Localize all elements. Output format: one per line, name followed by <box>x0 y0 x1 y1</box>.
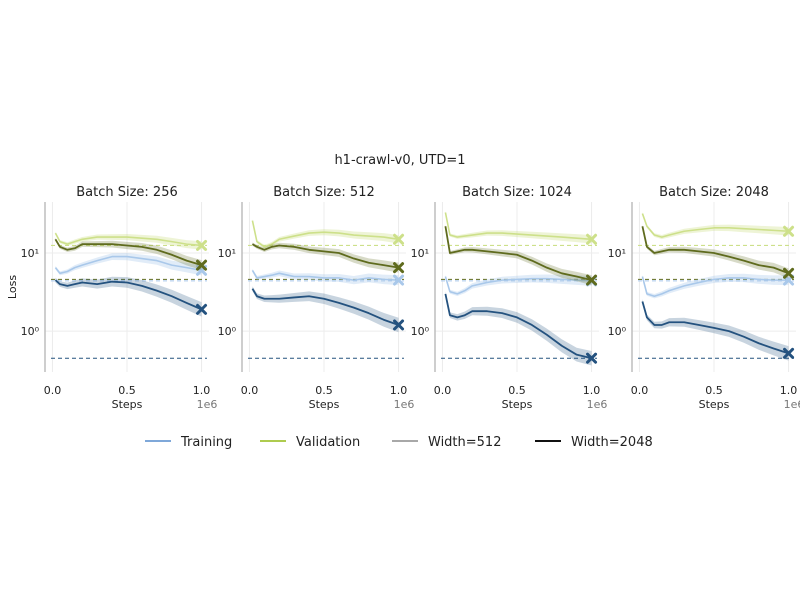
line-train_512 <box>444 276 592 295</box>
x-tick-label: 0.5 <box>315 384 333 397</box>
panel-1: Batch Size: 256 10⁰ 10¹ 0.0 0.5 1.0 Steps 1e6 Lo… <box>6 185 217 411</box>
panel-3: Batch Size: 1024 10⁰ 10¹ 0.0 0.5 1.0 Steps 1e6 <box>411 185 608 411</box>
band-train_512 <box>642 273 789 299</box>
x-offset-label: 1e6 <box>587 398 608 411</box>
legend: Training Validation Width=512 Width=2048 <box>145 435 653 450</box>
band-train_2048 <box>642 299 789 361</box>
x-tick-label: 0.5 <box>508 384 526 397</box>
x-offset-label: 1e6 <box>394 398 415 411</box>
end-marker-train_512 <box>393 274 405 286</box>
line-val_2048 <box>444 226 592 281</box>
legend-item-2: Validation <box>260 435 360 450</box>
band-val_512 <box>55 231 202 250</box>
end-marker-val_512 <box>393 233 405 245</box>
y-tick-label: 10⁰ <box>21 325 40 338</box>
band-train_2048 <box>55 276 202 317</box>
x-tick-label: 0.0 <box>434 384 452 397</box>
x-axis-label: Steps <box>502 398 533 411</box>
end-marker-val_512 <box>783 225 795 237</box>
end-marker-val_2048 <box>783 267 795 279</box>
band-val_512 <box>445 211 592 244</box>
end-marker-val_512 <box>586 233 598 245</box>
line-val_512 <box>54 232 202 247</box>
legend-item-4: Width=2048 <box>535 435 653 450</box>
band-val_2048 <box>252 242 399 273</box>
y-tick-label: 10¹ <box>21 247 39 260</box>
end-marker-val_2048 <box>393 262 405 274</box>
line-train_512 <box>641 276 789 298</box>
panel-title: Batch Size: 256 <box>76 185 178 200</box>
x-tick-label: 1.0 <box>583 384 601 397</box>
end-marker-train_2048 <box>393 319 405 331</box>
y-tick-label: 10¹ <box>608 247 626 260</box>
line-train_2048 <box>54 279 202 311</box>
panel-2: Batch Size: 512 10⁰ 10¹ 0.0 0.5 1.0 Steps 1e6 <box>218 185 415 411</box>
x-offset-label: 1e6 <box>197 398 218 411</box>
line-val_512 <box>444 212 592 241</box>
legend-label: Width=2048 <box>571 435 653 450</box>
band-val_2048 <box>55 237 202 271</box>
panels: Batch Size: 256 10⁰ 10¹ 0.0 0.5 1.0 Steps 1e6 Lo… <box>6 185 800 411</box>
band-train_512 <box>252 268 399 286</box>
panel-4: Batch Size: 2048 10⁰ 10¹ 0.0 0.5 1.0 Steps 1e6 <box>608 185 800 411</box>
x-tick-label: 0.5 <box>118 384 136 397</box>
line-train_512 <box>251 269 399 281</box>
line-val_2048 <box>54 238 202 266</box>
band-val_2048 <box>642 224 789 279</box>
y-tick-label: 10⁰ <box>608 325 627 338</box>
panel-title: Batch Size: 512 <box>273 185 375 200</box>
x-tick-label: 0.0 <box>631 384 649 397</box>
y-tick-label: 10¹ <box>411 247 429 260</box>
legend-label: Training <box>180 435 232 450</box>
band-train_2048 <box>445 291 592 366</box>
panel-title: Batch Size: 1024 <box>462 185 572 200</box>
y-tick-label: 10⁰ <box>411 325 430 338</box>
band-val_512 <box>642 212 789 240</box>
y-tick-label: 10⁰ <box>218 325 237 338</box>
legend-item-1: Training <box>145 435 232 450</box>
legend-label: Width=512 <box>428 435 501 450</box>
x-axis-label: Steps <box>112 398 143 411</box>
x-axis-label: Steps <box>309 398 340 411</box>
line-train_512 <box>54 255 202 275</box>
band-val_512 <box>252 219 399 249</box>
legend-item-3: Width=512 <box>392 435 501 450</box>
figure-title: h1-crawl-v0, UTD=1 <box>334 153 465 168</box>
line-val_512 <box>641 213 789 238</box>
line-val_2048 <box>641 226 789 275</box>
end-marker-val_2048 <box>586 274 598 286</box>
end-marker-train_2048 <box>196 303 208 315</box>
legend-label: Validation <box>296 435 360 450</box>
line-train_2048 <box>251 288 399 326</box>
line-train_2048 <box>444 293 592 360</box>
band-train_2048 <box>252 286 399 333</box>
end-marker-train_2048 <box>783 347 795 359</box>
x-tick-label: 0.0 <box>241 384 259 397</box>
band-train_512 <box>445 274 592 297</box>
x-tick-label: 1.0 <box>390 384 408 397</box>
x-tick-label: 1.0 <box>780 384 798 397</box>
line-train_2048 <box>641 301 789 355</box>
panel-title: Batch Size: 2048 <box>659 185 769 200</box>
end-marker-train_2048 <box>586 352 598 364</box>
y-axis-label: Loss <box>6 275 19 299</box>
line-val_2048 <box>251 243 399 269</box>
x-axis-label: Steps <box>699 398 730 411</box>
x-tick-label: 1.0 <box>193 384 211 397</box>
line-val_512 <box>251 220 399 248</box>
end-marker-val_2048 <box>196 259 208 271</box>
y-tick-label: 10¹ <box>218 247 236 260</box>
x-tick-label: 0.0 <box>44 384 62 397</box>
end-marker-val_512 <box>196 239 208 251</box>
x-offset-label: 1e6 <box>784 398 800 411</box>
x-tick-label: 0.5 <box>705 384 723 397</box>
